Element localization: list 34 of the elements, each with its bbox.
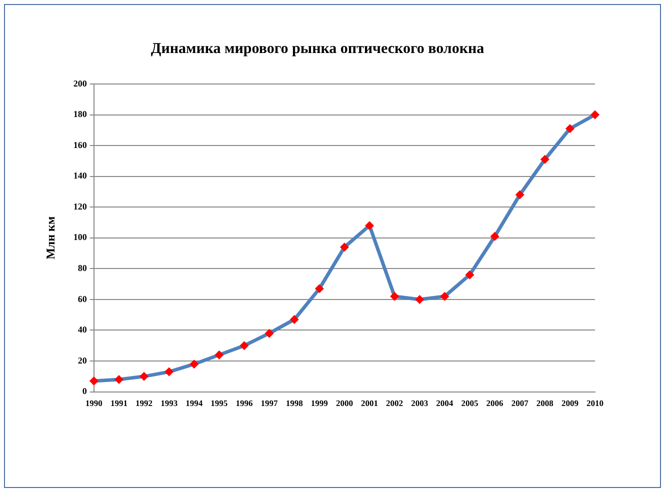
x-tick-label: 2007	[511, 398, 530, 408]
x-tick-label: 1993	[160, 398, 178, 408]
x-tick-label: 2000	[336, 398, 353, 408]
x-tick-label: 2006	[486, 398, 504, 408]
x-tick-label: 1991	[110, 398, 128, 408]
x-tick-label: 2001	[361, 398, 378, 408]
x-tick-label: 1994	[186, 398, 204, 408]
y-tick-label: 100	[73, 232, 88, 242]
y-tick-label: 180	[73, 109, 88, 120]
chart-title: Динамика мирового рынка оптического волокна	[150, 40, 485, 57]
x-tick-label: 2004	[436, 398, 454, 408]
y-tick-label: 60	[78, 294, 88, 304]
x-tick-label: 1999	[310, 398, 328, 408]
x-tick-label: 2005	[461, 398, 478, 408]
x-tick-label: 2008	[536, 398, 554, 408]
y-tick-label: 0	[82, 386, 88, 396]
y-tick-label: 160	[73, 140, 88, 150]
x-tick-label: 1997	[260, 398, 279, 408]
y-axis-title: Млн км	[43, 216, 58, 260]
y-tick-label: 20	[78, 355, 88, 366]
y-tick-label: 80	[78, 263, 88, 274]
x-tick-label: 1992	[136, 398, 153, 408]
y-tick-label: 120	[73, 201, 88, 212]
x-tick-label: 2009	[561, 398, 578, 408]
x-tick-label: 2002	[386, 398, 404, 408]
x-tick-label: 1998	[286, 398, 303, 408]
y-tick-label: 40	[78, 324, 88, 335]
x-tick-label: 1990	[85, 398, 102, 408]
x-tick-label: 2003	[411, 398, 428, 408]
y-tick-label: 140	[73, 170, 88, 181]
x-tick-label: 1996	[236, 398, 253, 408]
x-tick-label: 1995	[210, 398, 228, 408]
y-tick-label: 200	[73, 78, 88, 88]
x-tick-label: 2010	[586, 398, 604, 408]
